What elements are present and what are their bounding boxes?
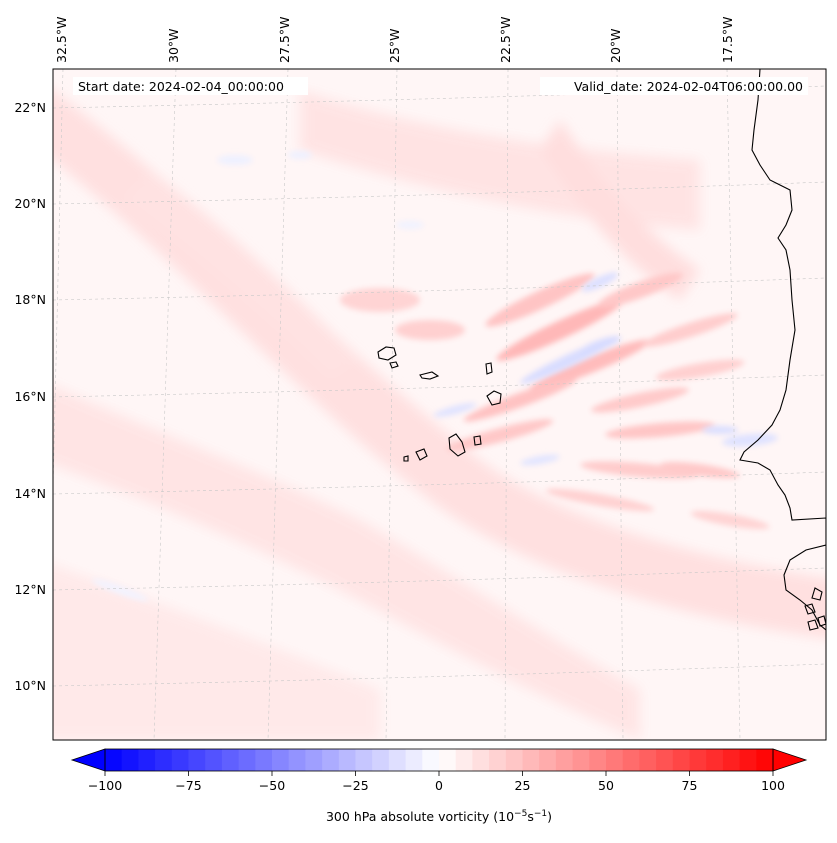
colorbar-cell	[422, 749, 440, 771]
colorbar: −100 −75 −50 −25 0 25 50 75 100 300 hPa absolute…	[70, 748, 808, 824]
colorbar-cell	[622, 749, 640, 771]
colorbar-cell	[656, 749, 674, 771]
colorbar-cells	[105, 749, 774, 771]
colorbar-cell	[338, 749, 357, 771]
vorticity-field-broad	[53, 89, 826, 740]
colorbar-cell	[155, 749, 173, 771]
colorbar-cell	[255, 749, 273, 771]
start-date-box	[73, 77, 308, 95]
lat-label: 22°N	[14, 100, 46, 115]
colorbar-label: 300 hPa absolute vorticity (10−5s−1)	[326, 809, 552, 824]
colorbar-cell	[188, 749, 206, 771]
colorbar-cell	[572, 749, 590, 771]
lon-label: 22.5°W	[498, 17, 513, 63]
island-fogo	[415, 448, 428, 461]
colorbar-min-extend	[70, 748, 106, 772]
lon-label: 32.5°W	[54, 17, 69, 63]
colorbar-tick-label: 100	[761, 778, 785, 793]
vorticity-field-negative	[91, 151, 778, 601]
colorbar-tick-label: −50	[259, 778, 285, 793]
island-boa-vista	[486, 390, 502, 406]
lon-label: 27.5°W	[277, 17, 292, 63]
map-gridlines	[53, 69, 826, 740]
latitude-labels: 22°N 20°N 18°N 16°N 14°N 12°N 10°N	[14, 100, 46, 693]
lat-label: 14°N	[14, 486, 46, 501]
colorbar-tick-label: 0	[435, 778, 443, 793]
lon-label: 20°W	[608, 28, 623, 63]
colorbar-cell	[405, 749, 423, 771]
colorbar-cell	[272, 749, 290, 771]
colorbar-cell	[305, 749, 323, 771]
start-date-label: Start date: 2024-02-04_00:00:00	[78, 79, 284, 94]
colorbar-cell	[238, 749, 256, 771]
colorbar-cell	[105, 749, 123, 771]
colorbar-cell	[288, 749, 306, 771]
lat-label: 10°N	[14, 678, 46, 693]
colorbar-cell	[505, 749, 524, 771]
lon-label: 17.5°W	[720, 17, 735, 63]
colorbar-cell	[672, 749, 691, 771]
colorbar-max-extend	[772, 748, 808, 772]
lat-label: 20°N	[14, 196, 46, 211]
colorbar-cell	[639, 749, 657, 771]
colorbar-cell	[372, 749, 390, 771]
colorbar-cell	[756, 749, 774, 771]
colorbar-tick-label: −75	[175, 778, 201, 793]
longitude-labels: 32.5°W 30°W 27.5°W 25°W 22.5°W 20°W 17.5…	[54, 17, 735, 63]
colorbar-tick-label: −100	[88, 778, 122, 793]
colorbar-cell	[539, 749, 557, 771]
island-maio	[473, 435, 482, 446]
lon-label: 25°W	[387, 28, 402, 63]
island-santo-antao	[377, 346, 397, 361]
colorbar-tick-label: 50	[598, 778, 614, 793]
island-sao-vicente	[389, 361, 399, 369]
colorbar-cell	[455, 749, 473, 771]
colorbar-cell	[138, 749, 156, 771]
colorbar-cell	[522, 749, 540, 771]
colorbar-cell	[739, 749, 757, 771]
colorbar-ticks: −100 −75 −50 −25 0 25 50 75 100	[88, 771, 785, 793]
colorbar-cell	[121, 749, 139, 771]
colorbar-cell	[355, 749, 373, 771]
colorbar-cell	[706, 749, 724, 771]
colorbar-cell	[221, 749, 240, 771]
colorbar-cell	[589, 749, 607, 771]
colorbar-cell	[205, 749, 223, 771]
colorbar-tick-label: −25	[342, 778, 368, 793]
africa-coastline	[739, 69, 826, 631]
colorbar-cell	[606, 749, 624, 771]
lon-label: 30°W	[166, 28, 181, 63]
islands-bijagos	[804, 587, 826, 631]
valid-date-box	[540, 77, 808, 95]
colorbar-tick-label: 25	[515, 778, 531, 793]
lat-label: 18°N	[14, 292, 46, 307]
island-sao-nicolau	[419, 371, 440, 380]
colorbar-cell	[322, 749, 340, 771]
lat-label: 16°N	[14, 389, 46, 404]
map-frame	[52, 68, 827, 741]
vorticity-field-wavetrain	[340, 272, 770, 530]
island-brava	[403, 455, 409, 462]
colorbar-cell	[555, 749, 574, 771]
colorbar-cell	[171, 749, 190, 771]
lat-label: 12°N	[14, 582, 46, 597]
colorbar-cell	[489, 749, 507, 771]
island-santiago	[448, 433, 466, 457]
colorbar-cell	[472, 749, 490, 771]
colorbar-cell	[722, 749, 741, 771]
colorbar-cell	[439, 749, 457, 771]
valid-date-label: Valid_date: 2024-02-04T06:00:00.00	[574, 79, 803, 94]
map-plot-area: Start date: 2024-02-04_00:00:00 Valid_da…	[14, 17, 827, 741]
colorbar-tick-label: 75	[682, 778, 698, 793]
coastline	[377, 69, 826, 631]
island-sal	[485, 362, 493, 375]
colorbar-cell	[689, 749, 707, 771]
colorbar-cell	[388, 749, 407, 771]
